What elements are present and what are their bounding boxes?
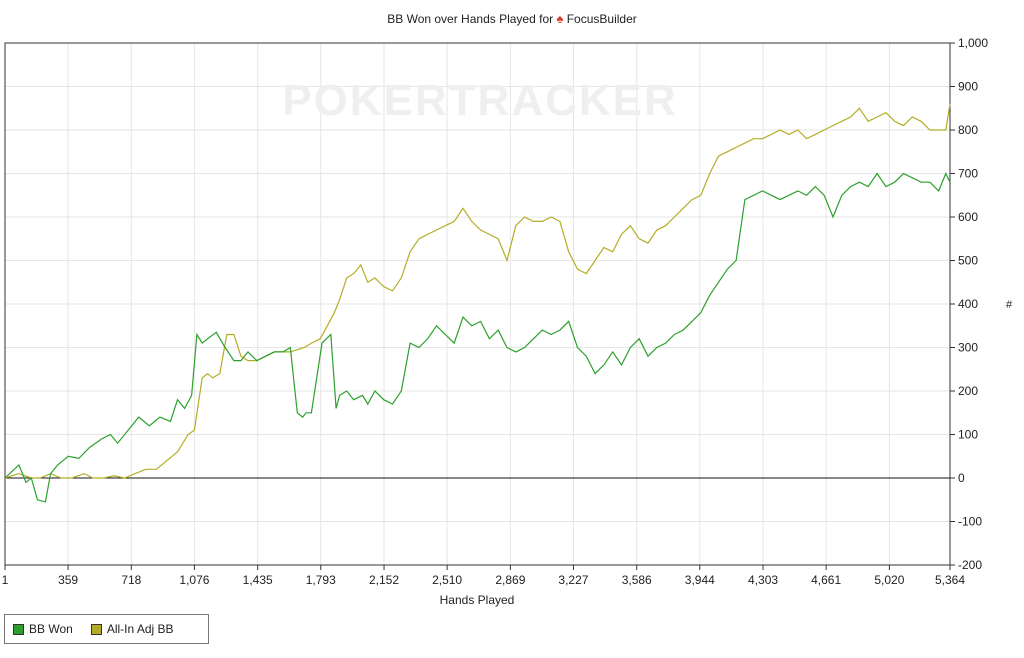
y-tick-label: 0 bbox=[958, 471, 965, 485]
x-tick-label: 5,020 bbox=[874, 573, 904, 587]
legend-item-all-in-adj-bb[interactable]: All-In Adj BB bbox=[90, 622, 174, 636]
x-tick-label: 5,364 bbox=[935, 573, 965, 587]
y-tick-label: -200 bbox=[958, 558, 982, 572]
legend-swatch-bb-won bbox=[13, 623, 24, 635]
y-tick-label: 200 bbox=[958, 384, 978, 398]
y-tick-label: 1,000 bbox=[958, 36, 988, 50]
y-tick-label: 600 bbox=[958, 210, 978, 224]
y-tick-label: 100 bbox=[958, 428, 978, 442]
x-tick-label: 3,227 bbox=[558, 573, 588, 587]
x-axis-label: Hands Played bbox=[440, 593, 515, 607]
x-axis-ticks: 1 359 718 1,076 1,435 1,793 2,152 2,510 2,869 3,2… bbox=[2, 565, 965, 587]
line-chart: POKERTRACKER 1 359 718 1,076 1,435 1,793 2,152… bbox=[2, 36, 1013, 607]
x-tick-label: 3,944 bbox=[685, 573, 715, 587]
spade-icon: ♠ bbox=[556, 11, 564, 26]
y-axis-ticks: -200 -100 0 100 200 300 400 500 600 700 800 900 1,00… bbox=[950, 36, 988, 572]
series-layer bbox=[4, 103, 951, 503]
y-tick-label: 900 bbox=[958, 80, 978, 94]
x-tick-label: 4,661 bbox=[811, 573, 841, 587]
y-tick-label: -100 bbox=[958, 515, 982, 529]
x-tick-label: 2,510 bbox=[432, 573, 462, 587]
series-line-all-in-adj-bb bbox=[4, 103, 951, 479]
watermark: POKERTRACKER bbox=[282, 76, 678, 125]
chart-title: BB Won over Hands Played for ♠ FocusBuil… bbox=[0, 11, 1024, 26]
y-tick-label: 300 bbox=[958, 341, 978, 355]
x-tick-label: 1 bbox=[2, 573, 9, 587]
chart-title-text: BB Won over Hands Played for bbox=[387, 12, 554, 26]
x-tick-label: 2,869 bbox=[495, 573, 525, 587]
chart-title-player: FocusBuilder bbox=[566, 12, 637, 26]
y-axis-label: # bbox=[1006, 299, 1013, 311]
y-tick-label: 400 bbox=[958, 297, 978, 311]
y-tick-label: 700 bbox=[958, 167, 978, 181]
x-tick-label: 4,303 bbox=[748, 573, 778, 587]
y-tick-label: 500 bbox=[958, 254, 978, 268]
x-tick-label: 1,793 bbox=[306, 573, 336, 587]
x-tick-label: 359 bbox=[58, 573, 78, 587]
legend-item-bb-won[interactable]: BB Won bbox=[13, 622, 73, 636]
legend-swatch-all-in-adj-bb bbox=[90, 623, 102, 635]
x-tick-label: 2,152 bbox=[369, 573, 399, 587]
series-line-bb-won bbox=[4, 172, 951, 503]
legend-label-all-in-adj-bb: All-In Adj BB bbox=[106, 622, 174, 636]
legend-label-bb-won: BB Won bbox=[29, 622, 73, 636]
legend: BB Won All-In Adj BB bbox=[4, 614, 209, 644]
x-tick-label: 718 bbox=[121, 573, 141, 587]
x-tick-label: 3,586 bbox=[622, 573, 652, 587]
x-tick-label: 1,435 bbox=[243, 573, 273, 587]
y-tick-label: 800 bbox=[958, 123, 978, 137]
x-tick-label: 1,076 bbox=[179, 573, 209, 587]
